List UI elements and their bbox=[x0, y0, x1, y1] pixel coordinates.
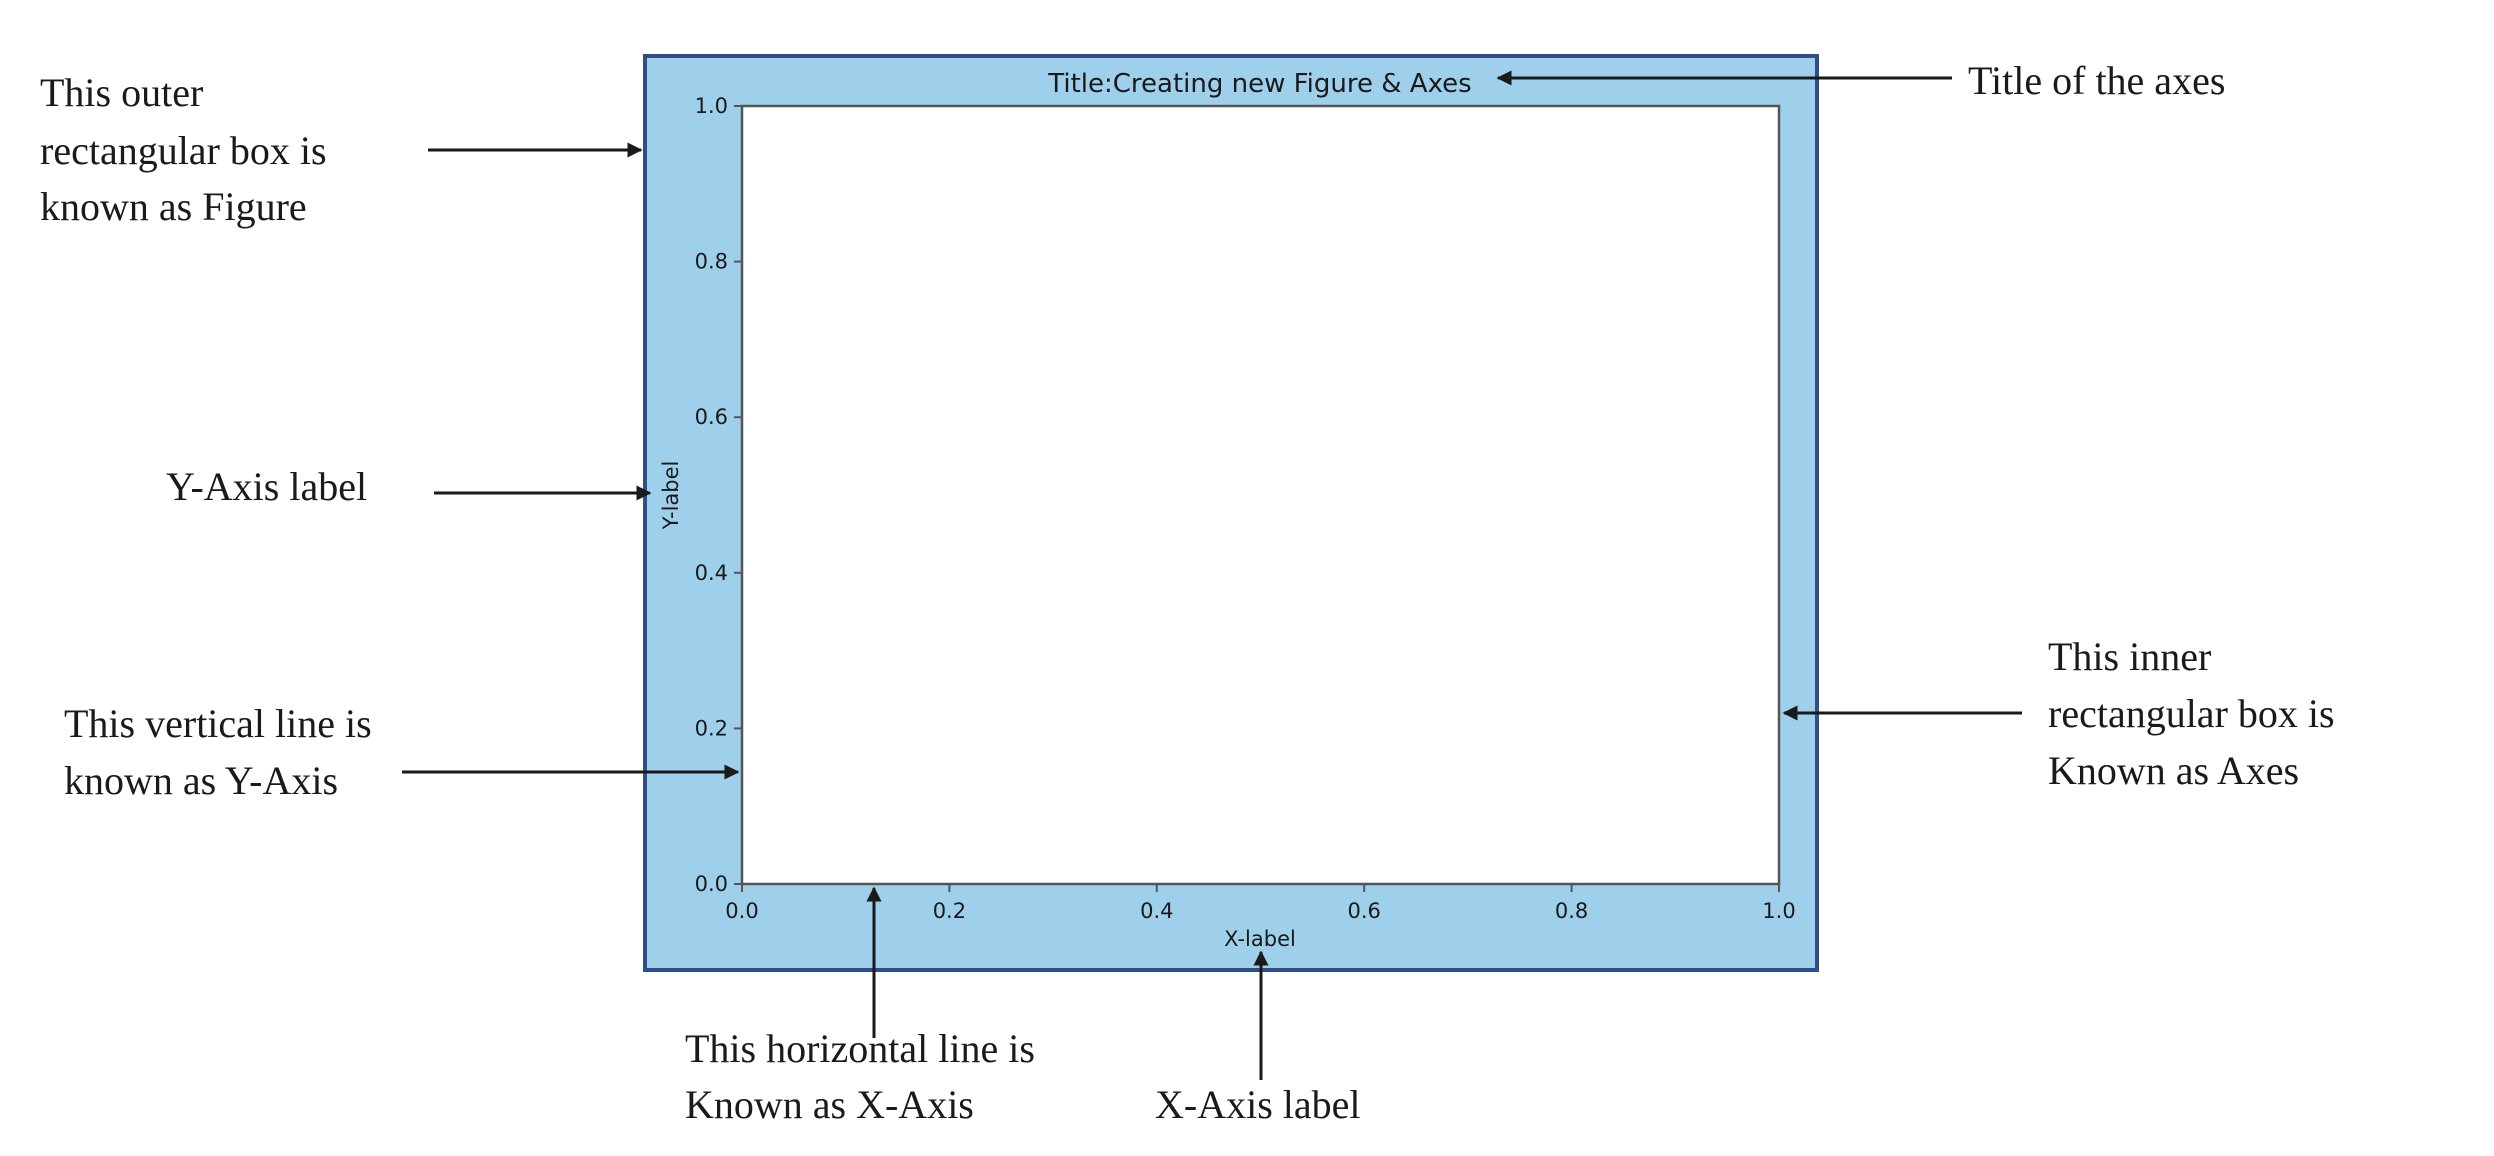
annotation-title-of-axes: Title of the axes bbox=[1968, 58, 2225, 103]
x-tick-label: 0.2 bbox=[933, 899, 966, 923]
annotation-x-axis-label: X-Axis label bbox=[1155, 1082, 1361, 1127]
axes-box bbox=[740, 104, 1781, 886]
x-tick-label: 1.0 bbox=[1762, 899, 1795, 923]
annotation-figure-box: This outer rectangular box is known as F… bbox=[40, 70, 337, 229]
y-tick-label: 0.2 bbox=[695, 716, 728, 740]
y-axis-label: Y-label bbox=[659, 461, 683, 531]
annotation-y-axis-label: Y-Axis label bbox=[166, 464, 367, 509]
y-tick-label: 0.0 bbox=[695, 872, 728, 896]
x-tick-label: 0.4 bbox=[1140, 899, 1173, 923]
y-tick-label: 0.6 bbox=[695, 405, 728, 429]
x-axis-label: X-label bbox=[1224, 927, 1296, 951]
annotation-y-axis-line: This vertical line is known as Y-Axis bbox=[64, 701, 382, 803]
y-axis-ticks: 0.0 0.2 0.4 0.6 0.8 1.0 bbox=[695, 94, 742, 896]
x-tick-label: 0.0 bbox=[725, 899, 758, 923]
annotation-x-axis-line: This horizontal line is Known as X-Axis bbox=[685, 1026, 1045, 1127]
x-axis-ticks: 0.0 0.2 0.4 0.6 0.8 1.0 bbox=[725, 884, 1796, 923]
y-tick-label: 0.4 bbox=[695, 561, 728, 585]
annotation-arrows bbox=[402, 70, 2022, 1080]
x-tick-label: 0.8 bbox=[1555, 899, 1588, 923]
annotation-axes-box: This inner rectangular box is Known as A… bbox=[2048, 634, 2345, 793]
x-tick-label: 0.6 bbox=[1347, 899, 1380, 923]
axes-title: Title:Creating new Figure & Axes bbox=[1047, 69, 1471, 99]
y-tick-label: 0.8 bbox=[695, 250, 728, 274]
y-tick-label: 1.0 bbox=[695, 94, 728, 118]
